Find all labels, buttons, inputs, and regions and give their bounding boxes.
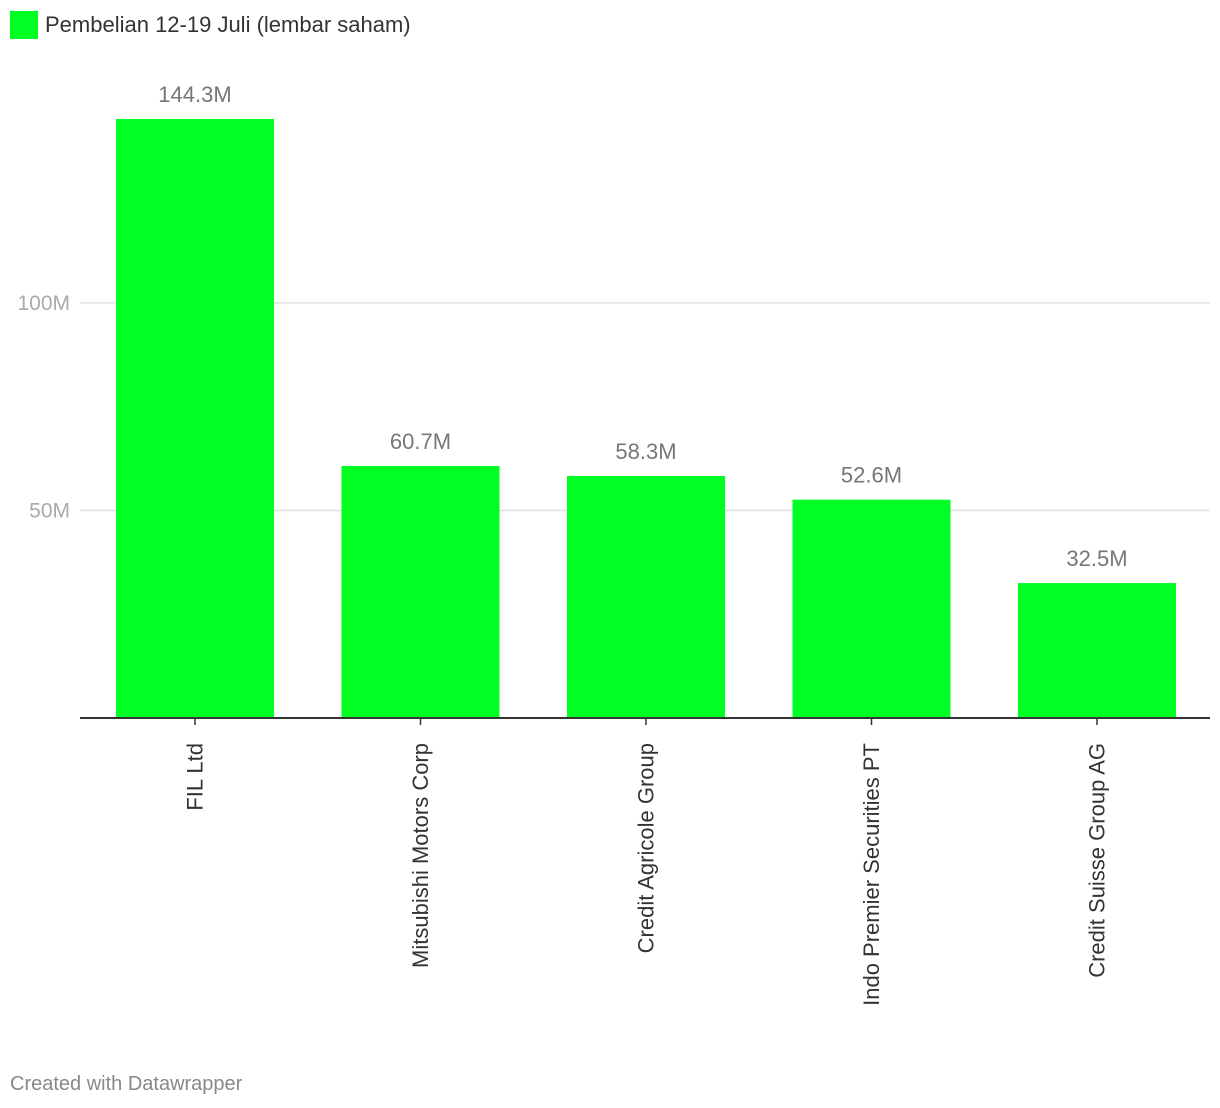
category-label: Credit Suisse Group AG (1085, 743, 1110, 978)
bar-value-label: 52.6M (841, 463, 902, 488)
bar-value-label: 32.5M (1066, 546, 1127, 571)
category-label: Credit Agricole Group (634, 743, 659, 953)
footer-credit: Created with Datawrapper (10, 1073, 243, 1095)
legend-swatch (10, 11, 38, 39)
bar (1018, 583, 1176, 718)
bar (341, 466, 500, 718)
bar-value-label: 144.3M (158, 82, 231, 107)
bar-value-label: 58.3M (615, 439, 676, 464)
legend-label: Pembelian 12-19 Juli (lembar saham) (45, 12, 411, 37)
y-tick-label: 100M (17, 292, 70, 315)
bar-value-label: 60.7M (390, 429, 451, 454)
category-label: Mitsubishi Motors Corp (408, 743, 433, 968)
legend: Pembelian 12-19 Juli (lembar saham) (10, 10, 411, 40)
bar (116, 119, 274, 718)
bar (567, 475, 725, 718)
y-tick-label: 50M (29, 499, 70, 522)
bar (792, 499, 951, 718)
category-label: Indo Premier Securities PT (859, 743, 884, 1006)
category-label: FIL Ltd (183, 743, 208, 811)
